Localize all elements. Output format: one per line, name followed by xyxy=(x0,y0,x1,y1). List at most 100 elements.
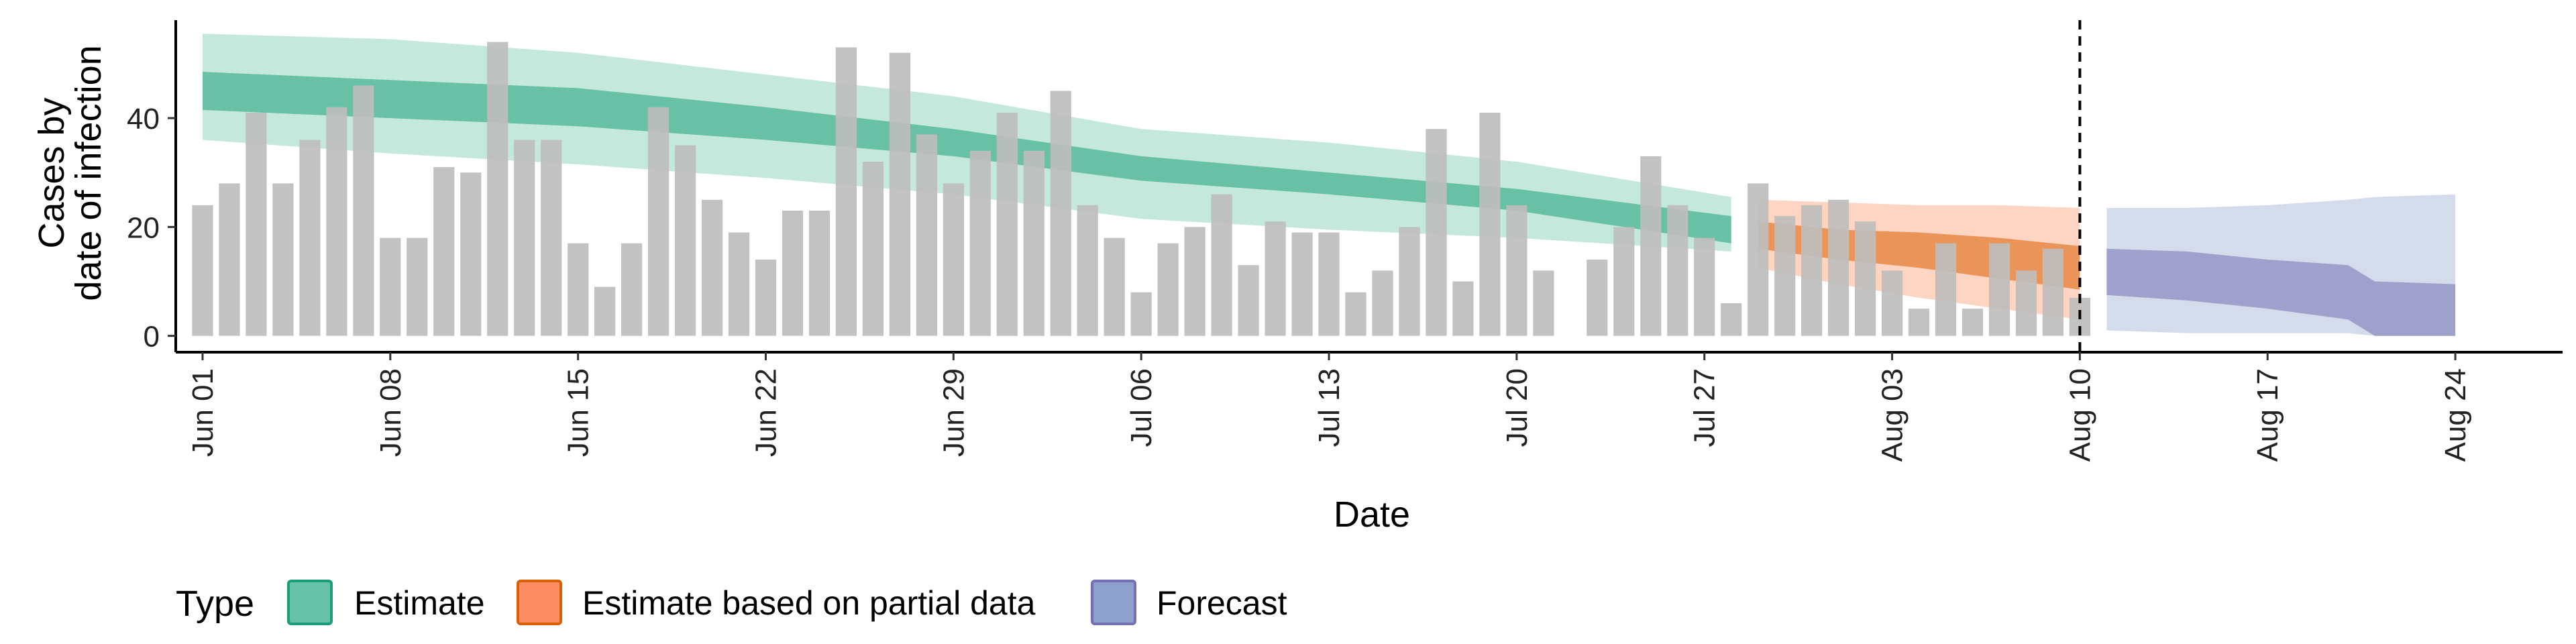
case-bar xyxy=(916,134,937,336)
case-bar xyxy=(299,140,321,336)
case-bar xyxy=(728,232,750,336)
legend-title: Type xyxy=(176,584,254,624)
case-bar xyxy=(969,150,991,336)
case-bar xyxy=(862,162,883,336)
case-bar xyxy=(1291,232,1313,336)
case-bar xyxy=(943,183,964,336)
case-bar xyxy=(1882,270,1903,336)
case-bar xyxy=(219,183,240,336)
band-inner-estimate xyxy=(203,72,1731,244)
case-bar xyxy=(1238,265,1259,336)
case-bar xyxy=(1667,205,1688,336)
case-bar xyxy=(1988,243,2010,336)
y-tick-label: 20 xyxy=(127,211,160,244)
y-tick-label: 0 xyxy=(144,321,160,354)
case-bar xyxy=(1774,216,1796,336)
case-bar xyxy=(1748,183,1769,336)
case-bar xyxy=(675,145,696,336)
y-axis-title-line-1: Cases by xyxy=(32,97,72,248)
y-axis-title-line-2: date of infection xyxy=(68,45,109,301)
case-bar xyxy=(782,211,804,336)
case-bar xyxy=(1721,303,1742,336)
case-bar xyxy=(192,205,213,336)
legend-label-estimate: Estimate xyxy=(354,584,485,622)
case-bar xyxy=(2015,270,2037,336)
case-bar xyxy=(648,107,669,336)
case-bar xyxy=(1935,243,1957,336)
case-bar xyxy=(433,167,455,336)
case-bar xyxy=(594,286,616,336)
x-tick-label: Jun 22 xyxy=(750,368,783,457)
case-bar xyxy=(1318,232,1340,336)
case-bar xyxy=(1587,260,1608,336)
x-tick-label: Aug 03 xyxy=(1876,368,1909,462)
case-bar xyxy=(1828,199,1849,336)
case-bar xyxy=(353,85,374,336)
legend-swatch-partial xyxy=(517,580,562,625)
case-bar xyxy=(1506,205,1527,336)
legend-label-forecast: Forecast xyxy=(1157,584,1287,622)
case-bar xyxy=(1157,243,1179,336)
case-bar xyxy=(1023,150,1044,336)
x-tick-label: Aug 17 xyxy=(2251,368,2284,462)
legend-swatch-estimate xyxy=(287,580,333,625)
legend: Type Estimate Estimate based on partial … xyxy=(176,580,1287,625)
y-tick-label: 40 xyxy=(127,103,160,136)
case-bar xyxy=(1265,221,1286,336)
x-tick-label: Aug 24 xyxy=(2439,368,2472,462)
case-bar xyxy=(808,211,830,336)
case-bar xyxy=(1184,227,1205,336)
x-axis-title: Date xyxy=(1334,494,1410,535)
x-tick-label: Jul 13 xyxy=(1313,368,1346,447)
case-bar xyxy=(326,107,347,336)
x-tick-label: Jul 06 xyxy=(1125,368,1158,447)
case-bar xyxy=(568,243,589,336)
case-bar xyxy=(1130,292,1152,336)
bar-layer xyxy=(192,42,2090,336)
x-tick-label: Aug 10 xyxy=(2063,368,2096,462)
x-tick-label: Jun 01 xyxy=(186,368,219,457)
case-bar xyxy=(1801,205,1823,336)
case-bar xyxy=(755,260,777,336)
x-tick-label: Jun 08 xyxy=(374,368,407,457)
x-tick-label: Jun 15 xyxy=(562,368,595,457)
x-tick-label: Jun 29 xyxy=(937,368,970,457)
x-tick-label: Jul 27 xyxy=(1688,368,1721,447)
case-bar xyxy=(380,237,401,336)
legend-swatch-forecast xyxy=(1091,580,1136,625)
case-bar xyxy=(1613,227,1635,336)
band-inner-forecast xyxy=(2106,248,2456,336)
case-bar xyxy=(996,113,1018,336)
case-bar xyxy=(1426,129,1447,336)
case-bar xyxy=(407,237,428,336)
case-bar xyxy=(487,42,508,336)
y-ticks: 0 20 40 xyxy=(127,103,176,354)
case-bar xyxy=(1962,309,1984,336)
case-bar xyxy=(1694,237,1715,336)
x-ticks: Jun 01 Jun 08 Jun 15 Jun 22 Jun 29 Jul 06 Jul … xyxy=(186,352,2472,462)
case-bar xyxy=(1077,205,1098,336)
case-bar xyxy=(460,172,482,336)
case-bar xyxy=(514,140,535,336)
case-bar xyxy=(1104,237,1125,336)
case-bar xyxy=(1640,156,1662,336)
case-bar xyxy=(272,183,294,336)
axes-layer xyxy=(174,20,2563,354)
case-bar xyxy=(246,113,267,336)
case-bar xyxy=(2042,248,2063,336)
case-bar xyxy=(702,199,723,336)
case-bar xyxy=(1050,91,1071,336)
case-bar xyxy=(1372,270,1393,336)
case-bar xyxy=(1855,221,1876,336)
case-bar xyxy=(621,243,643,336)
legend-label-partial: Estimate based on partial data xyxy=(582,584,1036,622)
case-bar xyxy=(1908,309,1930,336)
case-bar xyxy=(1399,227,1420,336)
case-bar xyxy=(1479,113,1501,336)
case-bar xyxy=(1345,292,1366,336)
case-bar xyxy=(1452,281,1474,336)
case-bar xyxy=(1211,194,1232,336)
case-bar xyxy=(1533,270,1554,336)
